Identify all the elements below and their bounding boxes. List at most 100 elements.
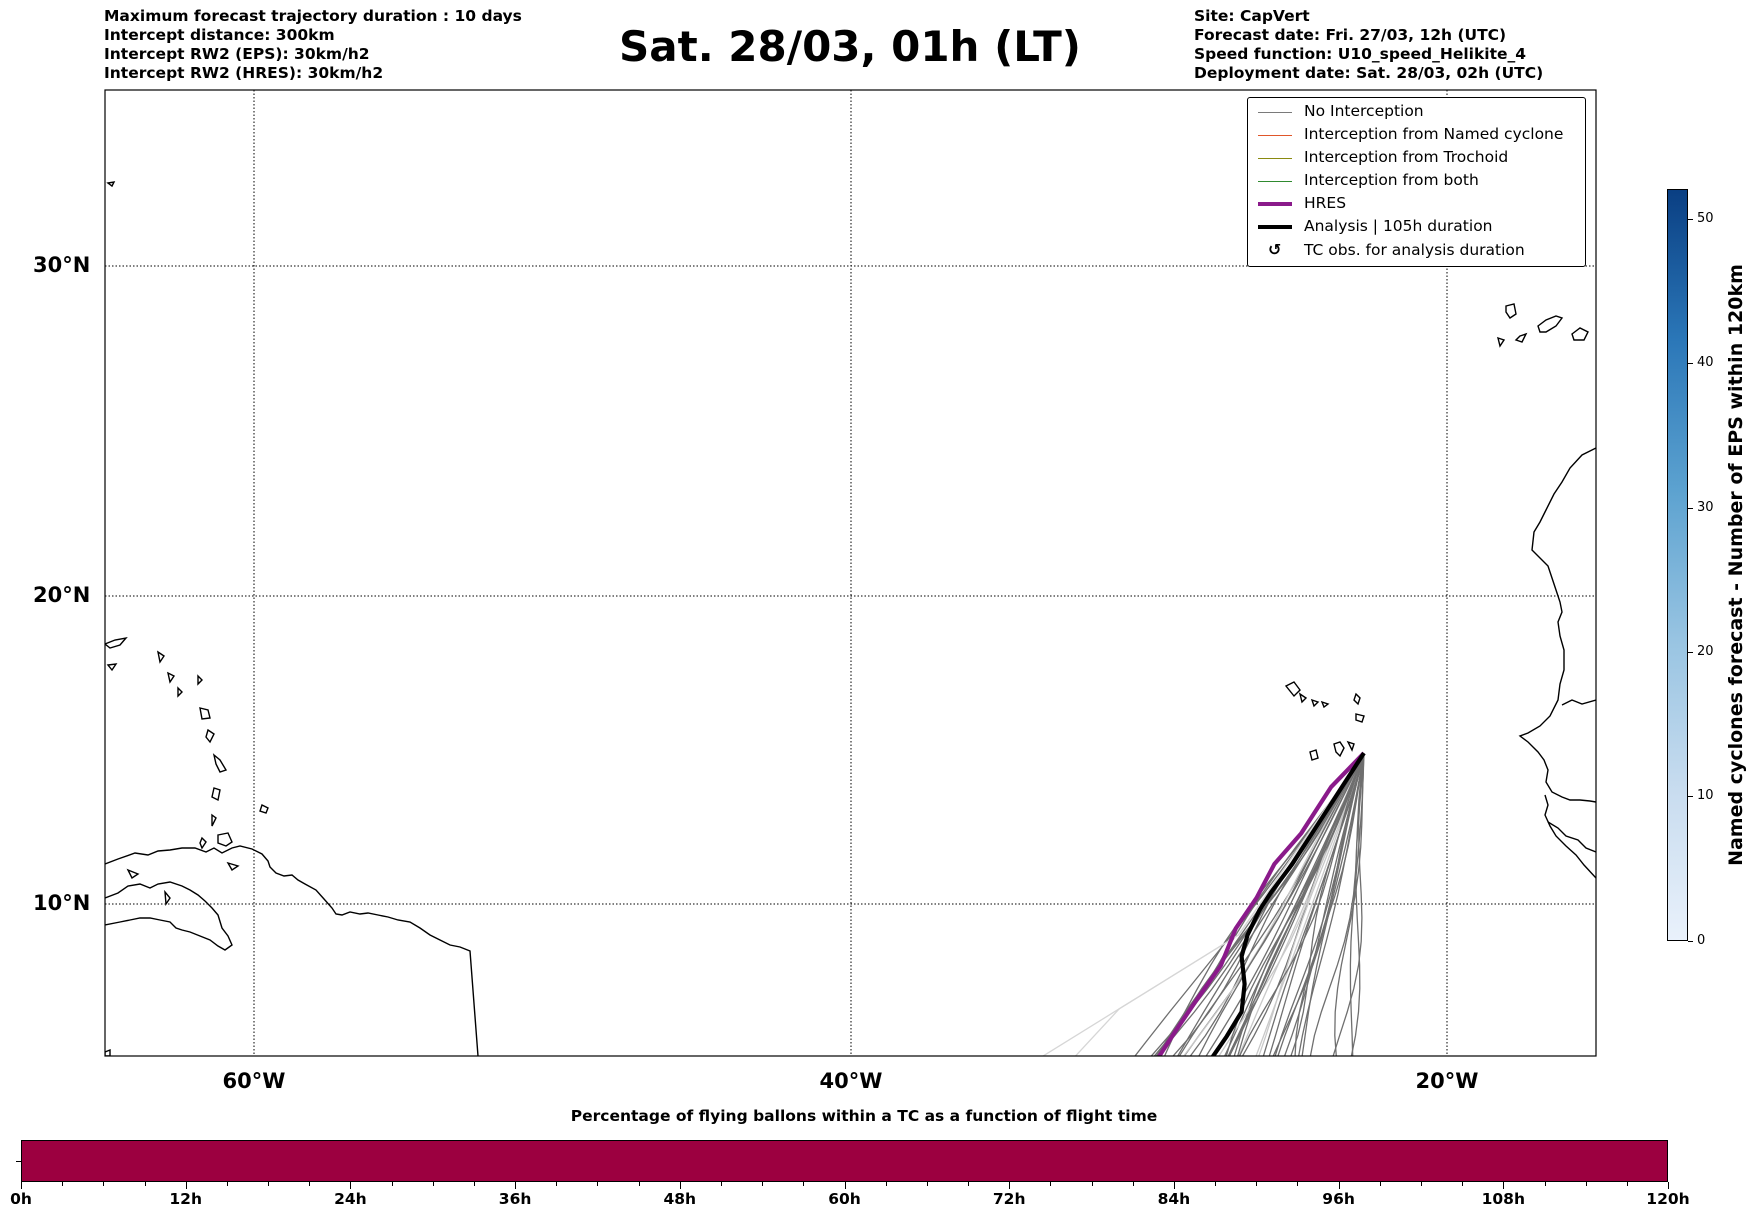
coast-capeverde	[1284, 681, 1301, 698]
percentage-bar-tick	[1215, 1182, 1217, 1186]
percentage-bar-tick	[1379, 1182, 1381, 1186]
ensemble-trajectory	[1268, 752, 1365, 1056]
legend-label: Interception from Trochoid	[1304, 148, 1509, 166]
ensemble-trajectory	[1225, 752, 1365, 1056]
header-left: Maximum forecast trajectory duration : 1…	[104, 7, 522, 83]
colorbar-tick-label: 20	[1697, 644, 1714, 659]
legend-entry-tc-obs: ↺ TC obs. for analysis duration	[1254, 240, 1584, 262]
analysis-trajectory	[1210, 751, 1366, 1056]
ensemble-trajectory	[1277, 752, 1365, 1056]
coast-capeverde	[1353, 692, 1361, 706]
ensemble-trajectory	[1334, 753, 1365, 1056]
legend-swatch	[1258, 135, 1292, 136]
percentage-bar-tick	[1421, 1182, 1422, 1186]
percentage-bar-tick	[1338, 1182, 1340, 1189]
percentage-bar-tick	[62, 1182, 64, 1186]
page-title: Sat. 28/03, 01h (LT)	[619, 22, 1081, 71]
coast-africa-detail	[1547, 821, 1596, 853]
tc-obs-symbol-icon: ↺	[1268, 240, 1282, 259]
percentage-bar-title: Percentage of flying ballons within a TC…	[570, 1107, 1158, 1125]
header-right-line: Speed function: U10_speed_Helikite_4	[1194, 45, 1527, 63]
coast-africa-detail	[1561, 699, 1596, 706]
percentage-bar-tick-label: 84h	[1157, 1190, 1191, 1208]
lon-label-60w: 60°W	[222, 1069, 286, 1093]
coast-canary	[1537, 315, 1564, 333]
coast-island	[105, 1048, 111, 1056]
coast-island	[156, 650, 165, 664]
coast-capeverde	[1333, 741, 1345, 758]
ensemble-trajectory	[1283, 752, 1365, 1056]
lat-label-30n: 30°N	[33, 253, 91, 277]
coast-canary	[1505, 303, 1517, 319]
percentage-bar-tick	[1009, 1182, 1011, 1189]
ensemble-trajectory	[1350, 753, 1365, 1056]
percentage-bar-tick	[515, 1182, 517, 1189]
legend-entry-both: Interception from both	[1254, 170, 1584, 192]
legend-entry-hres: HRES	[1254, 193, 1584, 215]
coast-island	[197, 674, 203, 686]
header-right: Site: CapVert Forecast date: Fri. 27/03,…	[1194, 7, 1543, 83]
percentage-bar-tick	[309, 1182, 311, 1186]
colorbar-tick	[1688, 363, 1693, 364]
percentage-bar-tick	[226, 1182, 228, 1186]
colorbar-tick-label: 50	[1697, 211, 1714, 226]
coast-island	[212, 753, 228, 773]
colorbar-title: Named cyclones forecast - Number of EPS …	[1725, 264, 1747, 866]
lon-label-40w: 40°W	[819, 1069, 883, 1093]
coast-trinidad	[217, 832, 233, 847]
percentage-bar-tick	[1173, 1182, 1175, 1189]
colorbar-tick	[1688, 508, 1693, 509]
percentage-bar-tick	[1585, 1182, 1587, 1186]
map-legend: No Interception Interception from Named …	[1247, 97, 1586, 267]
colorbar-tick	[1688, 796, 1693, 797]
legend-swatch	[1258, 112, 1292, 113]
percentage-bar-tick-label: 24h	[334, 1190, 367, 1208]
legend-entry-analysis: Analysis | 105h duration	[1254, 216, 1584, 238]
coast-capeverde	[1310, 698, 1320, 708]
colorbar-tick-label: 10	[1697, 788, 1714, 803]
legend-label: Interception from both	[1304, 171, 1479, 189]
coast-island	[177, 686, 183, 698]
header-right-line: Deployment date: Sat. 28/03, 02h (UTC)	[1194, 64, 1544, 82]
legend-entry-named-cyclone: Interception from Named cyclone	[1254, 124, 1584, 146]
percentage-bar-tick-label: 36h	[498, 1190, 532, 1208]
percentage-bar-tick-label: 120h	[1646, 1190, 1690, 1208]
coast-africa	[1518, 447, 1596, 879]
percentage-bar-tick	[268, 1182, 269, 1186]
coastlines	[105, 181, 1596, 1056]
colorbar	[1667, 189, 1688, 941]
lat-label-10n: 10°N	[33, 891, 91, 915]
percentage-bar-tick	[803, 1182, 805, 1186]
percentage-bar-tick	[432, 1182, 434, 1186]
coast-island	[105, 636, 128, 649]
legend-swatch	[1258, 158, 1292, 159]
percentage-bar-tick	[185, 1182, 187, 1189]
percentage-bar-tick	[1626, 1182, 1628, 1186]
coast-island	[226, 861, 240, 871]
coast-island	[211, 787, 221, 802]
coast-island	[164, 889, 171, 907]
coast-capeverde	[1309, 749, 1319, 761]
percentage-bar-tick	[679, 1182, 681, 1189]
legend-swatch	[1258, 225, 1292, 229]
ensemble-trajectory	[1189, 752, 1365, 1056]
percentage-bar-tick	[1132, 1182, 1134, 1186]
coast-island	[166, 671, 176, 684]
legend-entry-no-interception: No Interception	[1254, 101, 1584, 123]
ensemble-trajectory	[1228, 752, 1365, 1056]
colorbar-tick-label: 0	[1697, 933, 1706, 948]
header-left-line: Intercept distance: 300km	[104, 26, 335, 44]
colorbar-tick	[1688, 219, 1693, 220]
percentage-bar-tick-label: 60h	[828, 1190, 861, 1208]
percentage-bar-tick	[721, 1182, 722, 1186]
legend-label: Interception from Named cyclone	[1304, 125, 1564, 143]
colorbar-tick-label: 40	[1697, 355, 1714, 370]
legend-entry-trochoid: Interception from Trochoid	[1254, 147, 1584, 169]
percentage-bar-tick	[103, 1182, 105, 1186]
lat-label-20n: 20°N	[33, 583, 91, 607]
percentage-bar-tick	[844, 1182, 846, 1189]
colorbar-tick	[1688, 941, 1693, 942]
coast-capeverde	[1298, 692, 1308, 704]
percentage-bar-tick	[556, 1182, 558, 1186]
legend-label: TC obs. for analysis duration	[1304, 241, 1525, 259]
